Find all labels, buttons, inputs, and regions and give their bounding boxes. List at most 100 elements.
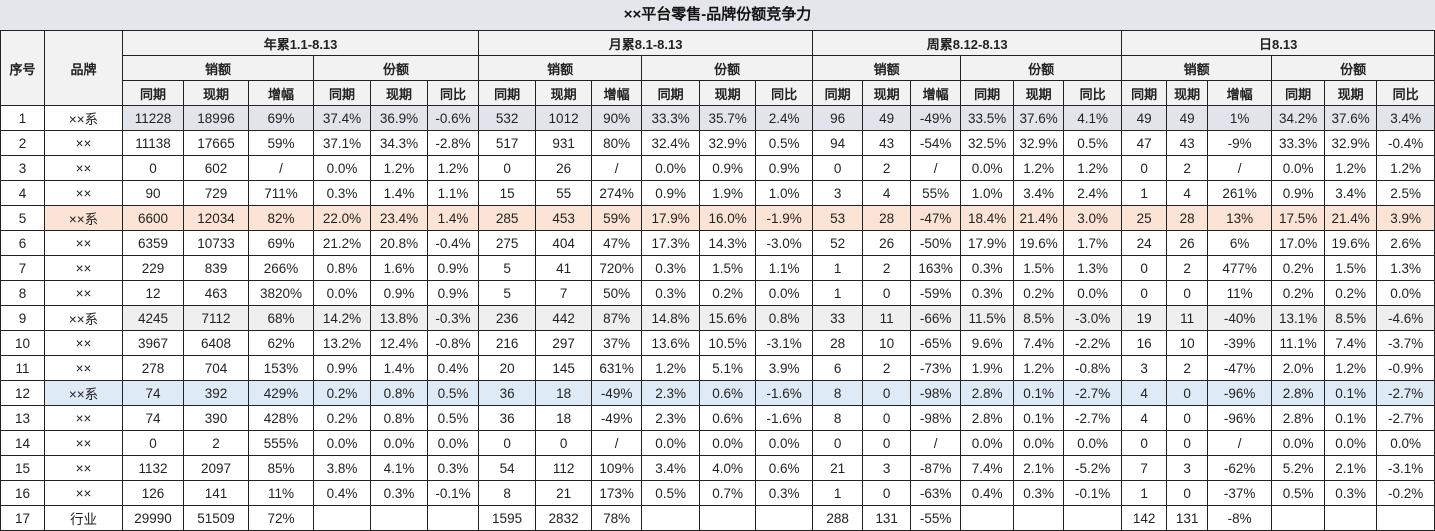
row-seq: 8 xyxy=(0,280,45,306)
row-cell: 631% xyxy=(591,355,643,381)
table-row: 14 ×× 0 2 555% 0.0% 0.0% 0.0% 0 0/0.0% 0.0% 0.0% 0 0/… xyxy=(0,430,1435,456)
row-cell: 18996 xyxy=(183,105,249,131)
row-cell: 3.9% xyxy=(1376,205,1435,231)
row-cell: 2.0% xyxy=(1271,355,1326,381)
row-cell: -59% xyxy=(910,280,962,306)
row-cell: 1% xyxy=(1207,105,1273,131)
row-cell: 0.9% xyxy=(426,280,480,306)
header-column: 现期 xyxy=(1324,80,1378,106)
row-cell: -40% xyxy=(1207,305,1273,331)
header-period: 年累1.1-8.13 xyxy=(121,30,480,56)
row-cell: 53 xyxy=(812,205,864,231)
row-cell: 0.3% xyxy=(1324,480,1378,506)
row-cell: 0.4% xyxy=(960,480,1015,506)
row-cell: 72% xyxy=(248,505,314,531)
row-cell: 0 xyxy=(1121,155,1168,181)
row-cell: 8 xyxy=(478,480,537,506)
row-cell: 285 xyxy=(478,205,537,231)
row-cell: -0.8% xyxy=(426,330,480,356)
row-cell: 2 xyxy=(183,430,249,456)
row-cell: 20.8% xyxy=(370,230,428,256)
row-cell: -2.7% xyxy=(1376,405,1435,431)
row-cell: 8 xyxy=(812,405,864,431)
row-cell: 23.4% xyxy=(370,205,428,231)
row-seq: 11 xyxy=(0,355,45,381)
row-cell: 0 xyxy=(1121,430,1168,456)
row-cell: 0.5% xyxy=(1063,130,1123,156)
header-column: 同期 xyxy=(122,80,184,106)
row-cell: 54 xyxy=(478,455,537,481)
row-cell xyxy=(755,505,814,531)
row-cell: 78% xyxy=(591,505,643,531)
row-cell: -3.1% xyxy=(755,330,814,356)
row-cell: 2097 xyxy=(183,455,249,481)
row-cell: 33.3% xyxy=(1271,130,1326,156)
row-cell: 0.1% xyxy=(1324,405,1378,431)
row-cell: -47% xyxy=(1207,355,1273,381)
row-cell: 0 xyxy=(535,430,593,456)
row-cell: 49 xyxy=(1166,105,1209,131)
row-cell: 74 xyxy=(122,380,184,406)
row-cell: 32.9% xyxy=(1324,130,1378,156)
header-brand: 品牌 xyxy=(44,30,123,106)
row-brand: ×× xyxy=(44,155,123,181)
row-cell: -0.2% xyxy=(1376,480,1435,506)
header-column: 同比 xyxy=(1376,80,1435,106)
row-cell: 0.9% xyxy=(755,155,814,181)
table-row: 7 ×× 229 839 266% 0.8% 1.6% 0.9% 5 41 720% 0.3% 1.5%… xyxy=(0,255,1435,281)
row-cell: 1 xyxy=(1121,180,1168,206)
row-cell: 6 xyxy=(812,355,864,381)
row-cell: 392 xyxy=(183,380,249,406)
row-cell: 0.5% xyxy=(1271,480,1326,506)
row-cell: 87% xyxy=(591,305,643,331)
row-cell: 6359 xyxy=(122,230,184,256)
row-cell: 4 xyxy=(1121,405,1168,431)
row-cell: 12 xyxy=(122,280,184,306)
row-cell: 0 xyxy=(812,430,864,456)
row-cell: 0.2% xyxy=(1271,255,1326,281)
row-cell: 32.5% xyxy=(960,130,1015,156)
row-cell: 2 xyxy=(1166,355,1209,381)
row-cell: 10733 xyxy=(183,230,249,256)
row-cell: 1.4% xyxy=(426,205,480,231)
row-cell: 0 xyxy=(1121,255,1168,281)
header-column: 现期 xyxy=(699,80,757,106)
row-cell: 163% xyxy=(910,255,962,281)
row-cell: 428% xyxy=(248,405,314,431)
row-brand: ××系 xyxy=(44,105,123,131)
row-cell: -0.1% xyxy=(1063,480,1123,506)
row-cell: 1.2% xyxy=(426,155,480,181)
table-row: 15 ×× 1132 2097 85% 3.8% 4.1% 0.3% 54 112 109% 3.4%… xyxy=(0,455,1435,481)
row-cell xyxy=(1271,505,1326,531)
row-cell: 2 xyxy=(862,355,912,381)
row-cell: 477% xyxy=(1207,255,1273,281)
row-brand: ×× xyxy=(44,330,123,356)
table-header: 序号 品牌 年累1.1-8.13 月累8.1-8.13 周累8.12-8.13 日8.13… xyxy=(0,30,1435,106)
row-cell: 839 xyxy=(183,255,249,281)
row-cell: -65% xyxy=(910,330,962,356)
row-cell: 1.4% xyxy=(370,180,428,206)
row-cell: 266% xyxy=(248,255,314,281)
row-cell: 17.9% xyxy=(960,230,1015,256)
row-cell: 4 xyxy=(862,180,912,206)
row-cell: 9.6% xyxy=(960,330,1015,356)
row-cell: 0.0% xyxy=(1063,430,1123,456)
row-brand: ××系 xyxy=(44,380,123,406)
row-brand: ×× xyxy=(44,130,123,156)
row-cell: 0.0% xyxy=(960,155,1015,181)
row-cell: 0.5% xyxy=(641,480,701,506)
row-cell: 109% xyxy=(591,455,643,481)
row-cell: 11 xyxy=(862,305,912,331)
row-cell: -49% xyxy=(910,105,962,131)
row-cell: 13.2% xyxy=(313,330,371,356)
row-cell xyxy=(1013,505,1065,531)
row-cell: -3.0% xyxy=(755,230,814,256)
row-cell: 0.3% xyxy=(1013,480,1065,506)
row-brand: ×× xyxy=(44,255,123,281)
row-cell: 1.5% xyxy=(699,255,757,281)
header-share: 份额 xyxy=(641,55,814,81)
row-cell: -87% xyxy=(910,455,962,481)
row-brand: ×× xyxy=(44,280,123,306)
row-cell: 16 xyxy=(1121,330,1168,356)
row-cell: 10 xyxy=(1166,330,1209,356)
